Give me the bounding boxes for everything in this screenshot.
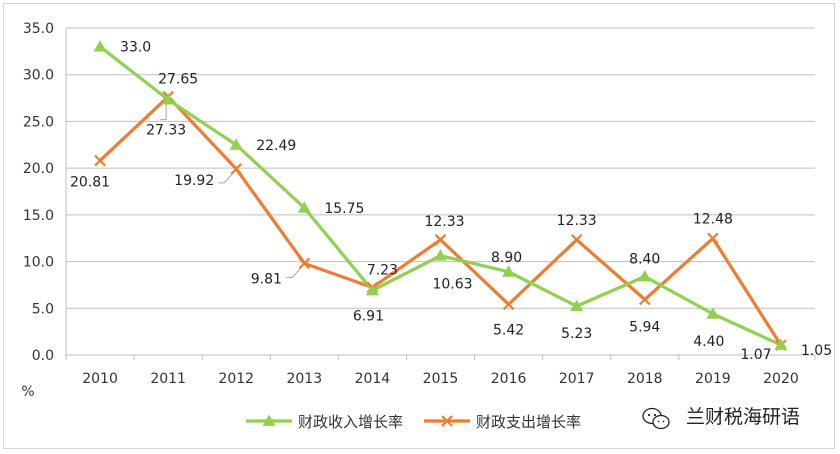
data-label: 10.63 [432,277,472,293]
wechat-icon [642,407,670,430]
data-label: 4.40 [693,334,724,350]
triangle-marker [262,414,276,426]
x-marker [230,163,243,175]
x-marker [94,154,106,167]
legend-item: 财政支出增长率 [424,413,581,431]
data-label: 1.07 [740,347,771,363]
x-marker-stroke [298,257,311,270]
x-marker-stroke [230,163,243,175]
data-label: 8.40 [629,252,660,268]
data-label: 20.81 [70,175,110,191]
data-label: 5.94 [629,320,660,336]
x-tick-label: 2013 [286,371,322,387]
label-leader-line [286,266,303,278]
legend: 财政收入增长率 财政支出增长率 [246,413,581,431]
y-tick-label: 35.0 [23,21,54,37]
triangle-marker [434,249,447,261]
data-label: 1.05 [801,343,832,359]
label-leader-line [218,171,235,184]
y-tick-label: 30.0 [23,68,54,84]
data-label: 12.33 [557,213,597,229]
data-label: 7.23 [367,262,398,278]
x-marker-stroke [94,154,106,167]
x-marker-stroke [638,293,651,306]
data-labels: 33.0 27.33 22.49 15.75 6.91 10.63 8.90 5.23 8.40… [70,40,832,363]
x-marker-stroke [441,415,453,427]
y-tick-label: 20.0 [23,161,54,177]
x-axis-ticks: 2010 2011 2012 2013 2014 2015 2016 2017 2018 2019… [65,355,816,387]
x-marker [441,415,453,427]
y-tick-label: 15.0 [23,208,54,224]
triangle-marker [229,138,243,150]
x-marker [434,234,447,246]
triangle-marker [502,265,516,277]
legend-label: 财政收入增长率 [298,413,403,431]
triangle-marker [570,299,584,312]
x-marker [570,234,583,246]
triangle-marker [706,307,720,319]
data-label: 12.33 [424,214,464,230]
x-marker [502,298,515,311]
triangle-marker [638,270,652,282]
data-label: 8.90 [491,250,522,266]
x-tick-label: 2018 [627,371,663,387]
triangle-marker [93,40,107,52]
label-leader-line [160,102,167,121]
data-label: 33.0 [120,40,151,56]
x-tick-label: 2012 [218,371,254,387]
watermark-text: 兰财税海研语 [686,406,800,428]
data-label: 5.23 [561,326,592,342]
x-marker [298,257,311,270]
y-tick-label: 0.0 [32,348,54,364]
triangle-marker [161,93,175,105]
gridlines [65,27,815,356]
x-marker-stroke [502,298,515,311]
x-tick-label: 2014 [355,371,391,387]
chart-frame [3,3,835,449]
x-tick-label: 2010 [82,371,118,387]
y-axis-ticks: 0.0 5.0 10.0 15.0 20.0 25.0 30.0 35.0 [23,21,54,364]
series-lines [98,45,783,347]
x-marker-stroke [570,234,583,246]
triangle-marker [774,338,788,350]
data-label: 9.81 [251,271,282,287]
series-line [99,45,782,347]
series-markers [93,40,788,351]
y-axis-unit-label: % [21,384,34,400]
x-tick-label: 2020 [763,371,799,387]
legend-item: 财政收入增长率 [246,413,403,431]
data-label: 12.48 [693,211,733,227]
x-tick-label: 2017 [559,371,595,387]
data-label: 15.75 [324,201,364,217]
label-connectors [160,102,444,278]
x-tick-label: 2019 [695,371,731,387]
data-label: 5.42 [493,322,524,338]
triangle-marker [365,283,379,296]
triangle-marker [297,201,311,213]
data-label: 27.33 [146,123,186,139]
y-tick-label: 5.0 [32,301,54,317]
x-marker [707,232,719,245]
data-label: 27.65 [158,72,198,88]
y-tick-label: 10.0 [23,255,54,271]
legend-label: 财政支出增长率 [476,413,581,431]
data-label: 22.49 [256,138,296,154]
x-tick-label: 2015 [423,371,459,387]
x-tick-label: 2016 [491,371,527,387]
x-marker-stroke [434,234,447,246]
x-marker-stroke [707,232,719,245]
data-label: 6.91 [353,308,384,324]
x-tick-label: 2011 [150,371,186,387]
y-tick-label: 25.0 [23,114,54,130]
data-label: 19.92 [174,173,214,189]
x-marker [638,293,651,306]
watermark: 兰财税海研语 [642,406,800,430]
